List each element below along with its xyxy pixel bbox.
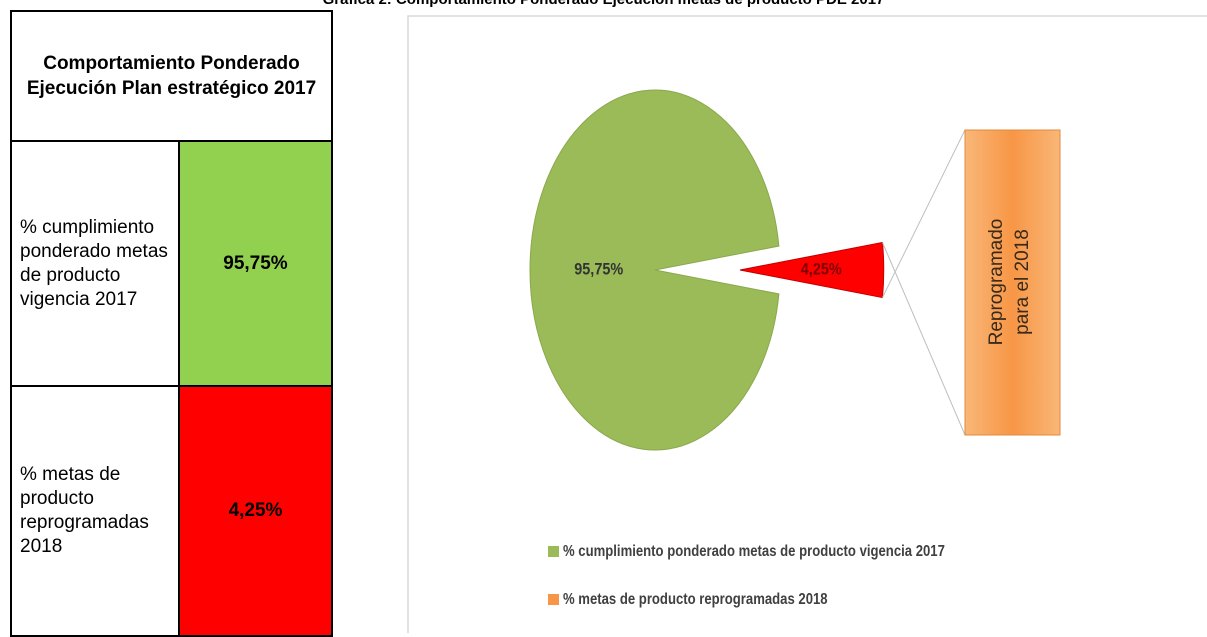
callout-text: para el 2018 bbox=[1012, 229, 1033, 335]
row-label: % metas de producto reprogramadas 2018 bbox=[10, 385, 180, 637]
summary-table: Comportamiento Ponderado Ejecución Plan … bbox=[10, 10, 333, 637]
legend-label: % metas de producto reprogramadas 2018 bbox=[563, 591, 828, 608]
data-label: 95,75% bbox=[574, 260, 623, 278]
legend-label: % cumplimiento ponderado metas de produc… bbox=[563, 543, 945, 560]
callout-box bbox=[964, 129, 1061, 436]
row-value: 95,75% bbox=[178, 140, 333, 387]
callout-line bbox=[882, 242, 966, 436]
pie-slice bbox=[529, 89, 780, 451]
callout-text: Reprogramado bbox=[986, 219, 1007, 346]
data-label: 4,25% bbox=[801, 260, 842, 278]
row-value: 4,25% bbox=[178, 385, 333, 637]
chart-frame bbox=[407, 15, 1207, 633]
callout-line bbox=[882, 129, 966, 298]
table-header: Comportamiento Ponderado Ejecución Plan … bbox=[10, 10, 333, 142]
pie-slice bbox=[739, 241, 885, 299]
row-label: % cumplimiento ponderado metas de produc… bbox=[10, 140, 180, 387]
figure-title: Gráfica 2: Comportamiento Ponderado Ejec… bbox=[0, 0, 1207, 8]
legend-marker bbox=[548, 546, 559, 557]
legend-marker bbox=[548, 594, 559, 605]
